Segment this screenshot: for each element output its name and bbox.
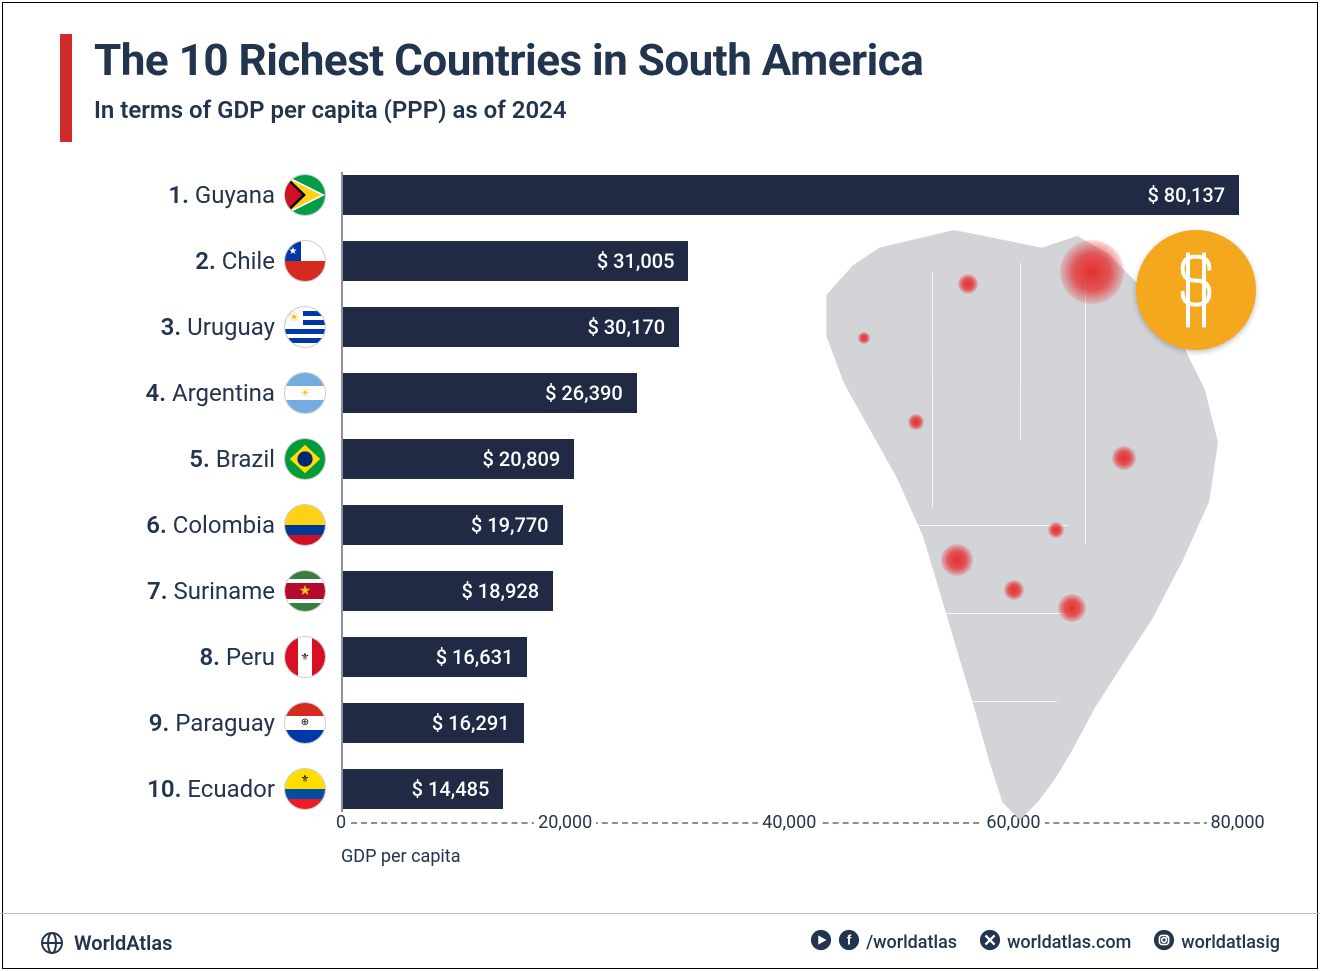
row-label: 1. Guyana <box>60 181 275 209</box>
brand-name: WorldAtlas <box>74 931 172 955</box>
social-link[interactable]: f/worldatlas <box>810 929 957 956</box>
flag-chile: ★ <box>275 240 335 282</box>
footer-socials: f/worldatlas worldatlas.com worldatlasig <box>810 929 1280 956</box>
play-icon <box>810 929 832 956</box>
flag-paraguay: ⊕ <box>275 702 335 744</box>
map-dot <box>1112 446 1136 470</box>
dollar-badge <box>1136 230 1256 350</box>
map-dot <box>908 414 924 430</box>
row-label: 3. Uruguay <box>60 313 275 341</box>
social-link[interactable]: worldatlas.com <box>979 929 1131 956</box>
row-label: 7. Suriname <box>60 577 275 605</box>
south-america-map <box>770 230 1290 830</box>
flag-suriname: ★ <box>275 570 335 612</box>
globe-icon <box>40 931 64 955</box>
row-label: 8. Peru <box>60 643 275 671</box>
flag-colombia <box>275 504 335 546</box>
map-dot <box>858 332 870 344</box>
flag-argentina: ☀ <box>275 372 335 414</box>
flag-peru: ⚜ <box>275 636 335 678</box>
map-dot <box>958 274 978 294</box>
social-link[interactable]: worldatlasig <box>1153 929 1280 956</box>
social-label: worldatlasig <box>1181 932 1280 953</box>
footer: WorldAtlas f/worldatlas worldatlas.com wor… <box>0 913 1320 971</box>
bar: $ 26,390 <box>341 373 637 413</box>
dollar-icon <box>1168 250 1224 330</box>
bar: $ 18,928 <box>341 571 553 611</box>
bar: $ 31,005 <box>341 241 688 281</box>
y-axis-baseline <box>341 172 343 822</box>
social-label: /worldatlas <box>866 932 957 953</box>
bar-track: $ 80,137 <box>341 173 1260 217</box>
flag-brazil <box>275 438 335 480</box>
bar: $ 14,485 <box>341 769 503 809</box>
bar: $ 20,809 <box>341 439 574 479</box>
x-axis-label: GDP per capita <box>341 846 461 867</box>
row-label: 4. Argentina <box>60 379 275 407</box>
footer-brand: WorldAtlas <box>40 931 172 955</box>
x-tick: 0 <box>332 812 350 833</box>
flag-ecuador: ⚜ <box>275 768 335 810</box>
svg-text:f: f <box>847 933 852 948</box>
xcircle-icon <box>979 929 1001 956</box>
social-label: worldatlas.com <box>1007 932 1131 953</box>
row-label: 2. Chile <box>60 247 275 275</box>
content-area: 1. Guyana $ 80,137 2. Chile ★ $ 31,005 3… <box>60 170 1260 881</box>
row-label: 6. Colombia <box>60 511 275 539</box>
bar: $ 30,170 <box>341 307 679 347</box>
map-dot <box>1060 240 1124 304</box>
facebook-icon: f <box>838 929 860 956</box>
x-tick: 20,000 <box>534 812 596 833</box>
flag-uruguay: ☀ <box>275 306 335 348</box>
row-label: 10. Ecuador <box>60 775 275 803</box>
bar: $ 16,291 <box>341 703 524 743</box>
row-label: 9. Paraguay <box>60 709 275 737</box>
bar: $ 16,631 <box>341 637 527 677</box>
map-dot <box>1048 522 1064 538</box>
chart-row: 1. Guyana $ 80,137 <box>60 170 1260 220</box>
map-dot <box>941 544 973 576</box>
bar: $ 80,137 <box>341 175 1239 215</box>
bar: $ 19,770 <box>341 505 563 545</box>
row-label: 5. Brazil <box>60 445 275 473</box>
map-dot <box>1058 594 1086 622</box>
flag-guyana <box>275 174 335 216</box>
igcircle-icon <box>1153 929 1175 956</box>
